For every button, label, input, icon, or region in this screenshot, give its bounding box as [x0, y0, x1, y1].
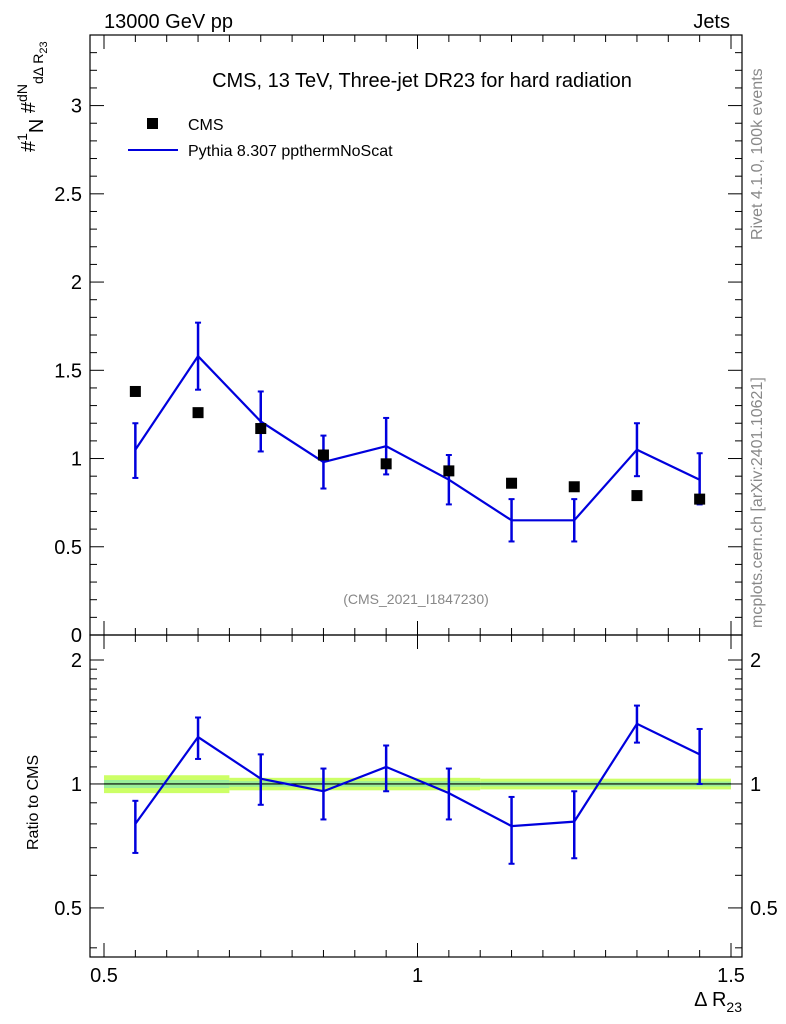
- y-tick-label: 0.5: [54, 537, 82, 559]
- main-axis-ticks: 0 0.5 1 1.5 2 2.5 3: [54, 52, 742, 647]
- ratio-y-tick-label-right: 2: [750, 650, 761, 672]
- y-tick-label: 0: [71, 625, 82, 647]
- ratio-y-tick-label-right: 1: [750, 774, 761, 796]
- ratio-y-tick-label: 2: [71, 650, 82, 672]
- main-series: [129, 321, 706, 543]
- cms-data-point: [568, 481, 580, 493]
- chart-title: CMS, 13 TeV, Three-jet DR23 for hard rad…: [212, 70, 632, 92]
- legend: CMS Pythia 8.307 ppthermNoScat: [128, 117, 393, 160]
- cms-data-point: [317, 449, 329, 461]
- y-tick-label: 1.5: [54, 360, 82, 382]
- cms-data-point: [255, 423, 267, 435]
- header-left: 13000 GeV pp: [104, 11, 233, 33]
- x-axis-label: Δ R23: [694, 989, 742, 1015]
- side-label-bottom: mcplots.cern.ch [arXiv:2401.10621]: [749, 377, 766, 628]
- ratio-series: [132, 704, 703, 865]
- x-tick-label: 1: [412, 965, 423, 987]
- analysis-tag: (CMS_2021_I1847230): [343, 591, 489, 607]
- cms-data-point: [506, 477, 518, 489]
- y-tick-label: 2.5: [54, 184, 82, 206]
- cms-data-point: [192, 407, 204, 419]
- cms-data-point: [694, 493, 706, 505]
- legend-pythia-label: Pythia 8.307 ppthermNoScat: [188, 143, 393, 160]
- side-label-top: Rivet 4.1.0, 100k events: [749, 68, 766, 240]
- x-axis-ticks: 0.5 1 1.5: [90, 35, 745, 987]
- cms-data-point: [631, 490, 643, 502]
- y-axis-label: #1N #dNdΔ R23: [14, 41, 50, 152]
- ratio-axis-ticks: 0.5 0.5 1 1 2 2: [54, 650, 778, 949]
- header-right: Jets: [693, 11, 730, 33]
- pythia-line: [134, 354, 701, 522]
- cms-data-point: [443, 465, 455, 477]
- legend-cms-marker: [147, 118, 158, 129]
- y-tick-label: 1: [71, 449, 82, 471]
- cms-data-point: [380, 458, 392, 470]
- ratio-reference-band: [104, 775, 731, 794]
- ratio-panel-frame: [89, 634, 743, 958]
- ratio-line: [134, 722, 701, 828]
- ratio-y-tick-label: 1: [71, 774, 82, 796]
- y-axis-label-text: #1N #dNdΔ R23: [14, 41, 50, 152]
- cms-data-point: [129, 385, 141, 397]
- ratio-y-tick-label-right: 0.5: [750, 898, 778, 920]
- ratio-y-label: Ratio to CMS: [25, 755, 42, 850]
- ratio-y-tick-label: 0.5: [54, 898, 82, 920]
- y-tick-label: 3: [71, 96, 82, 118]
- legend-cms-label: CMS: [188, 117, 224, 134]
- x-tick-label: 0.5: [90, 965, 118, 987]
- y-tick-label: 2: [71, 272, 82, 294]
- x-tick-label: 1.5: [717, 965, 745, 987]
